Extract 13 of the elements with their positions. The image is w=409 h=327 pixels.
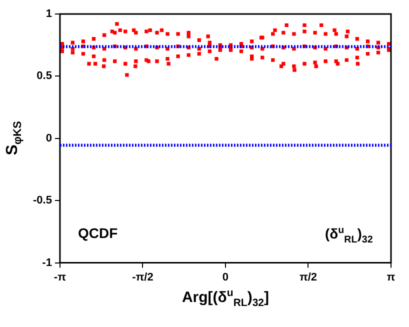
x-tick-label: -π: [54, 271, 67, 284]
x-tick-label: -π/2: [132, 271, 154, 284]
x-tick-label: 0: [222, 271, 229, 284]
y-tick-label: 0.5: [36, 70, 52, 82]
annotation: (δ$^{u}$$_{RL}$)$_{32}$: [325, 224, 373, 246]
x-axis-title: Arg[(δ$^{u}$$_{RL}$)$_{32}$]: [182, 286, 269, 309]
y-tick-label: -1: [42, 256, 52, 269]
y-tick-label: 0: [46, 132, 52, 144]
annotation: QCDF: [78, 224, 118, 241]
x-tick-label: π: [386, 271, 396, 284]
x-tick-label: π/2: [299, 271, 318, 284]
y-tick-label: -0.5: [32, 194, 52, 207]
y-tick-label: 1: [46, 8, 52, 20]
